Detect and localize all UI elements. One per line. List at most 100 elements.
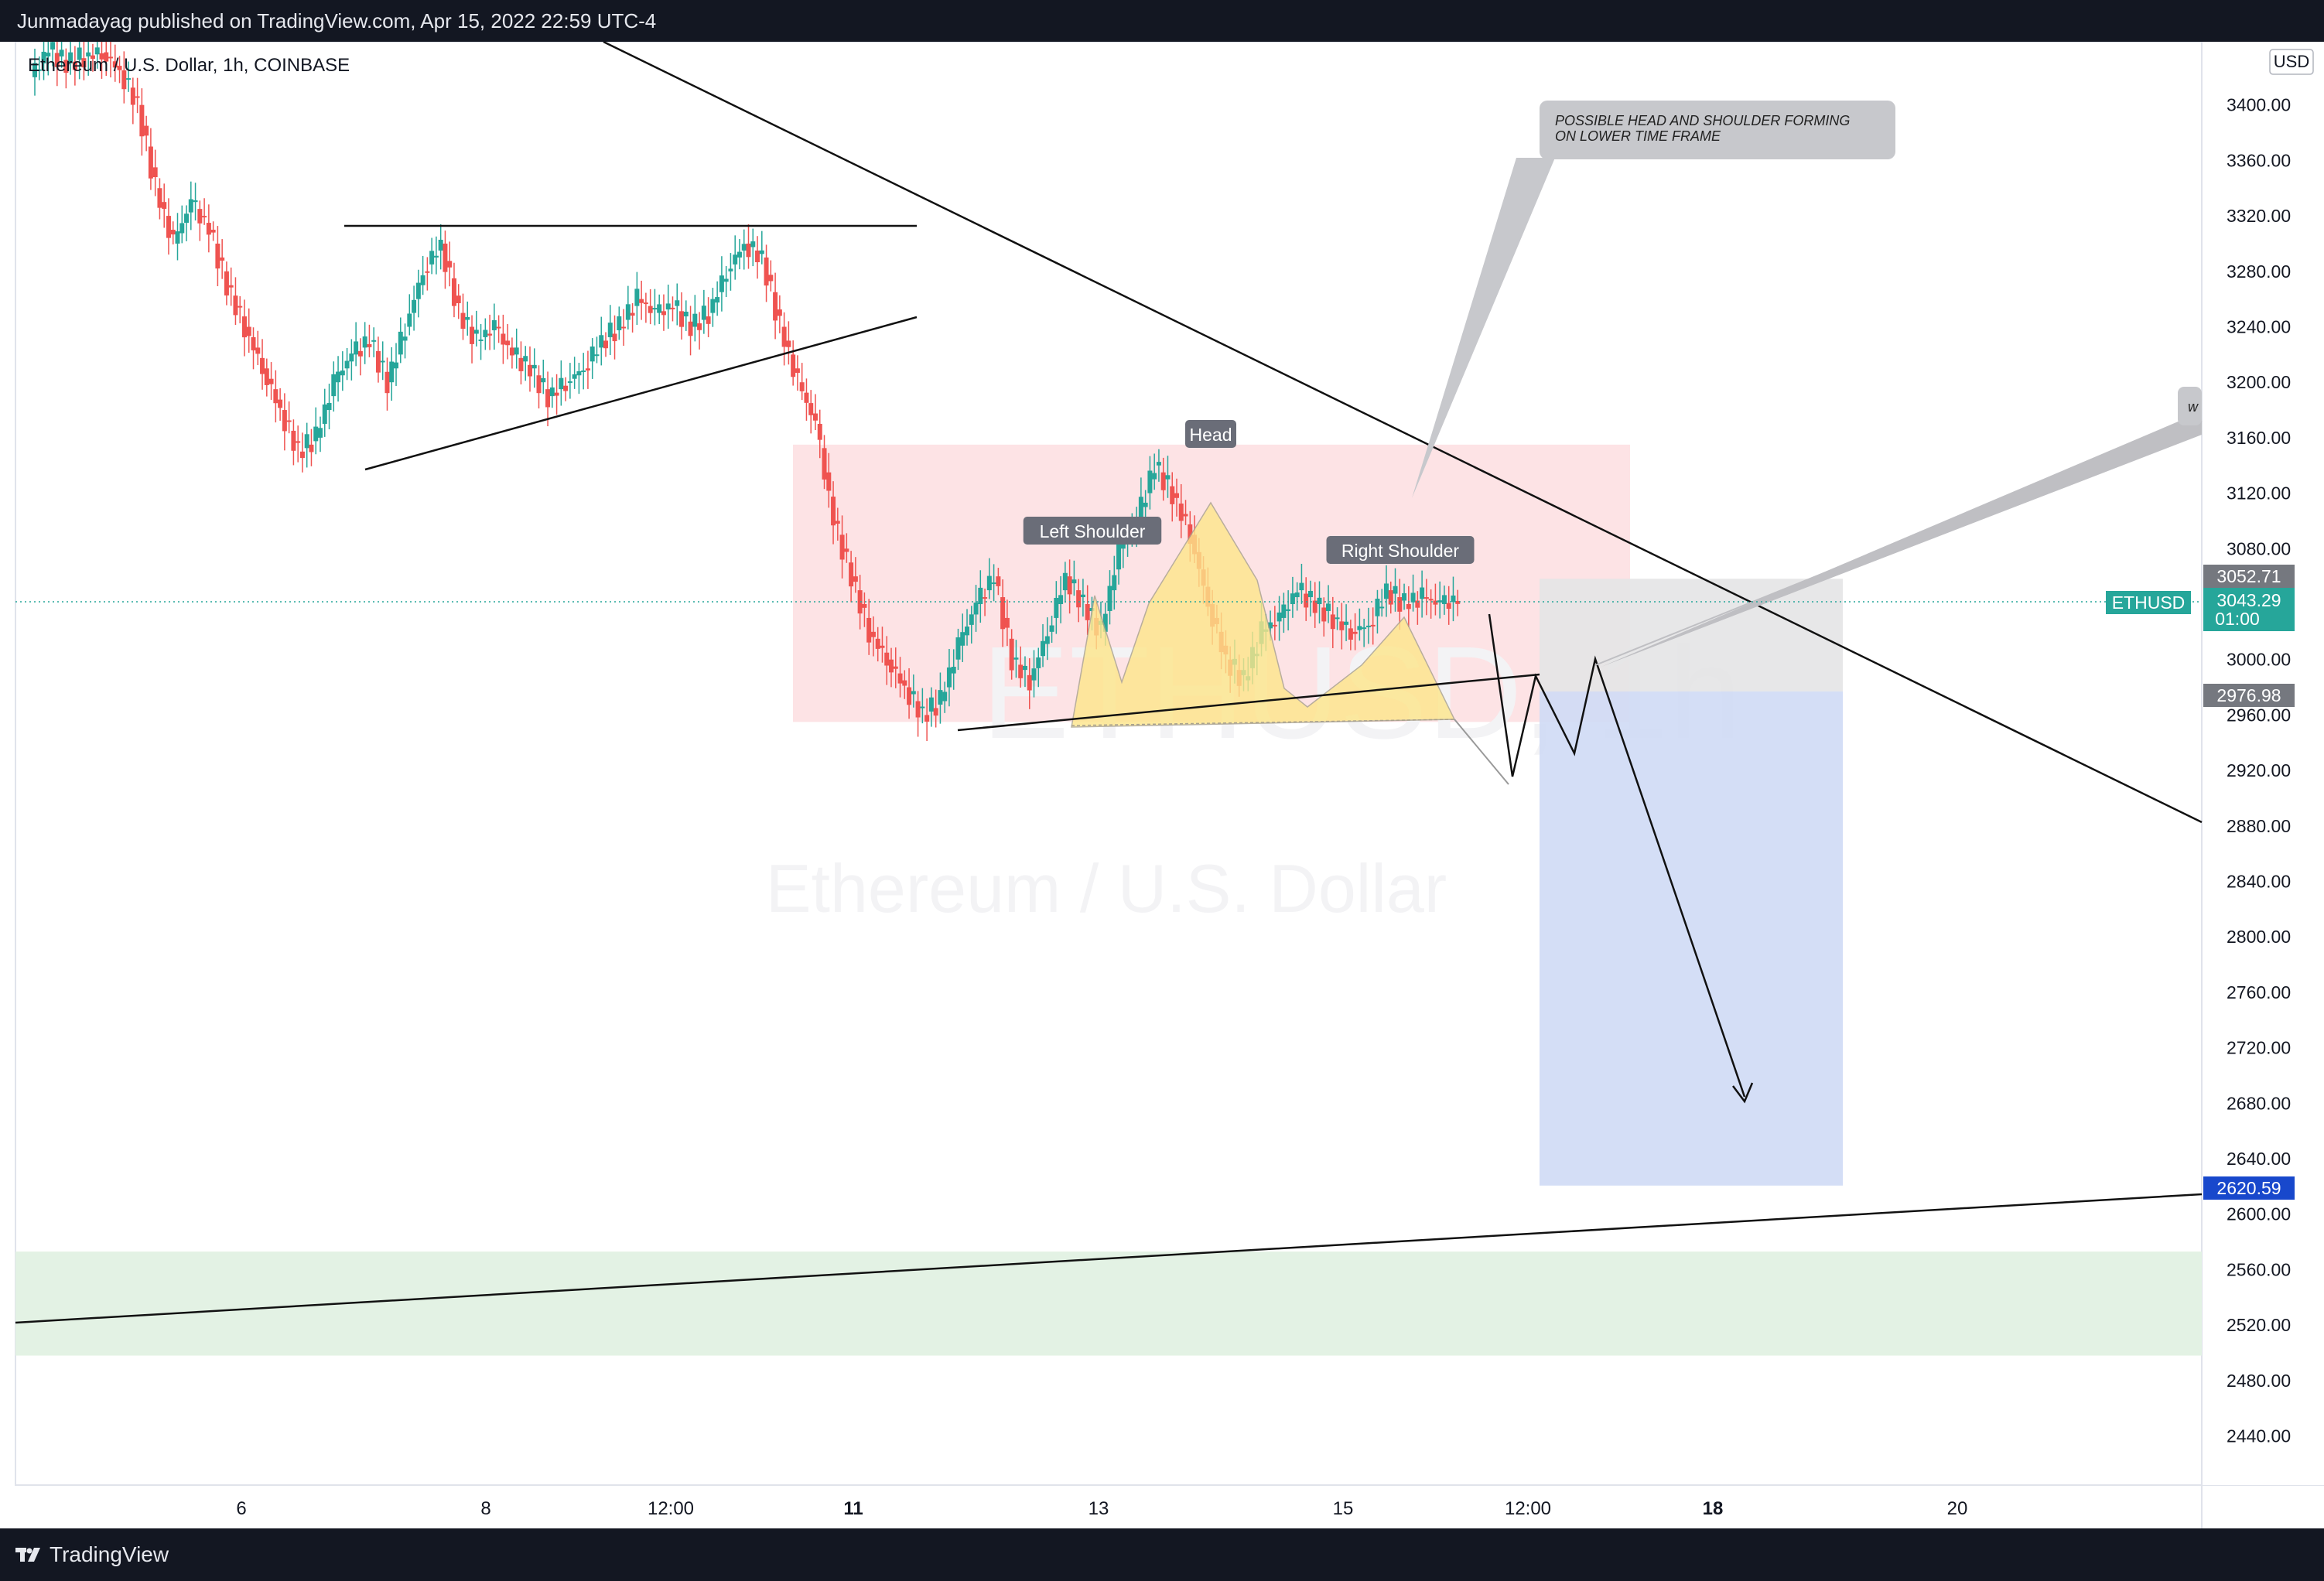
candle-body: [135, 96, 140, 98]
price-tick-label: 2880.00: [2227, 816, 2291, 836]
candle-body: [478, 339, 484, 341]
candle-body: [983, 597, 988, 599]
candle-body: [326, 402, 332, 411]
candle-body: [862, 604, 867, 608]
candle-body: [1107, 586, 1112, 611]
candle-body: [447, 261, 453, 268]
candle-body: [737, 251, 742, 258]
footer-bar: TradingView: [0, 1528, 2324, 1581]
price-tick-label: 2440.00: [2227, 1426, 2291, 1446]
candle-body: [32, 63, 37, 77]
candle-body: [1446, 603, 1451, 610]
candle-body: [94, 47, 100, 55]
publish-info: Junmadayag published on TradingView.com,…: [17, 9, 657, 32]
head-label-bg: [1185, 420, 1236, 448]
candle-body: [112, 61, 118, 68]
candle-body: [1428, 599, 1434, 601]
chart-area[interactable]: ETHUSD, 1hEthereum / U.S. DollarPOSSIBLE…: [0, 42, 2324, 1528]
candle-body: [1076, 590, 1082, 608]
candle-body: [831, 497, 836, 526]
rising-support-line: [364, 316, 918, 471]
projection-path: [1488, 613, 1746, 1098]
candle-body: [889, 659, 894, 673]
candle-body: [331, 374, 337, 397]
candle-body: [549, 387, 555, 397]
time-tick-label: 12:00: [648, 1498, 694, 1519]
candle-body: [1160, 472, 1166, 490]
candle-body: [965, 627, 970, 636]
price-tick-label: 3160.00: [2227, 428, 2291, 448]
candle-body: [367, 343, 372, 347]
price-tick-label: 2920.00: [2227, 760, 2291, 780]
candle-body: [407, 313, 412, 327]
candle-body: [1188, 524, 1193, 545]
candle-body: [313, 426, 319, 442]
price-tick-label: 2720.00: [2227, 1038, 2291, 1058]
price-tick-label: 2480.00: [2227, 1371, 2291, 1391]
candle-body: [349, 353, 354, 362]
candle-body: [278, 399, 283, 408]
callout-box: [1540, 101, 1895, 159]
candle-body: [897, 673, 903, 684]
candle-body: [1433, 600, 1438, 605]
price-tick-label: 3000.00: [2227, 650, 2291, 670]
badge-entry-bg: [2203, 684, 2295, 707]
candle-body: [706, 316, 711, 324]
price-tick-label: 2640.00: [2227, 1149, 2291, 1169]
candle-body: [946, 667, 952, 688]
candle-body: [973, 603, 979, 615]
candle-body: [728, 268, 733, 271]
candle-body: [585, 368, 590, 370]
candle-body: [518, 357, 524, 371]
candle-body: [1423, 597, 1429, 599]
candle-body: [1138, 497, 1143, 521]
candle-body: [1402, 592, 1407, 601]
candle-body: [893, 666, 898, 669]
candle-body: [268, 378, 274, 384]
candle-body: [202, 216, 207, 218]
candle-body: [1049, 625, 1054, 632]
candle-body: [670, 307, 675, 309]
candle-body: [81, 58, 87, 68]
time-tick-label: 13: [1089, 1498, 1109, 1519]
candle-body: [523, 356, 528, 362]
price-axis[interactable]: [2203, 42, 2324, 1485]
projection-gray: [1454, 719, 1509, 785]
price-tick-label: 2520.00: [2227, 1315, 2291, 1335]
candle-body: [144, 125, 149, 136]
candle-body: [1393, 586, 1398, 594]
candle-body: [36, 69, 42, 71]
candle-body: [1410, 592, 1416, 603]
candle-body: [1281, 604, 1287, 618]
candle-body: [1451, 595, 1456, 603]
candle-body: [179, 223, 185, 234]
badge-stop-bg: [2203, 565, 2295, 588]
candle-body: [296, 441, 301, 443]
candle-body: [1397, 597, 1403, 612]
time-tick-label: 20: [1947, 1498, 1968, 1519]
candle-body: [692, 313, 698, 327]
candle-body: [1317, 597, 1322, 604]
currency-box[interactable]: [2269, 49, 2314, 75]
candle-body: [960, 632, 965, 646]
candle-body: [465, 316, 470, 320]
candle-body: [688, 321, 693, 336]
demand-zone: [15, 1251, 2202, 1356]
candle-body: [902, 680, 907, 686]
candle-body: [675, 300, 680, 306]
candle-body: [1370, 624, 1376, 627]
candle-body: [617, 316, 622, 330]
candle-body: [572, 374, 577, 379]
candle-body: [1027, 674, 1032, 691]
candle-body: [170, 230, 176, 235]
left-shoulder-label-bg: [1023, 517, 1162, 545]
candle-body: [456, 295, 461, 303]
candle-body: [1335, 617, 1340, 620]
candle-body: [607, 323, 613, 337]
price-tick-label: 2840.00: [2227, 872, 2291, 892]
candle-body: [148, 146, 153, 179]
candle-body: [166, 216, 171, 238]
tradingview-logo[interactable]: TradingView: [15, 1542, 169, 1567]
candle-body: [394, 362, 399, 369]
candle-body: [1018, 664, 1024, 678]
